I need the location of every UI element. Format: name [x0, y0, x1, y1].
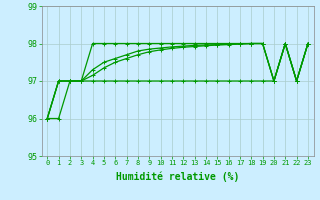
- X-axis label: Humidité relative (%): Humidité relative (%): [116, 172, 239, 182]
